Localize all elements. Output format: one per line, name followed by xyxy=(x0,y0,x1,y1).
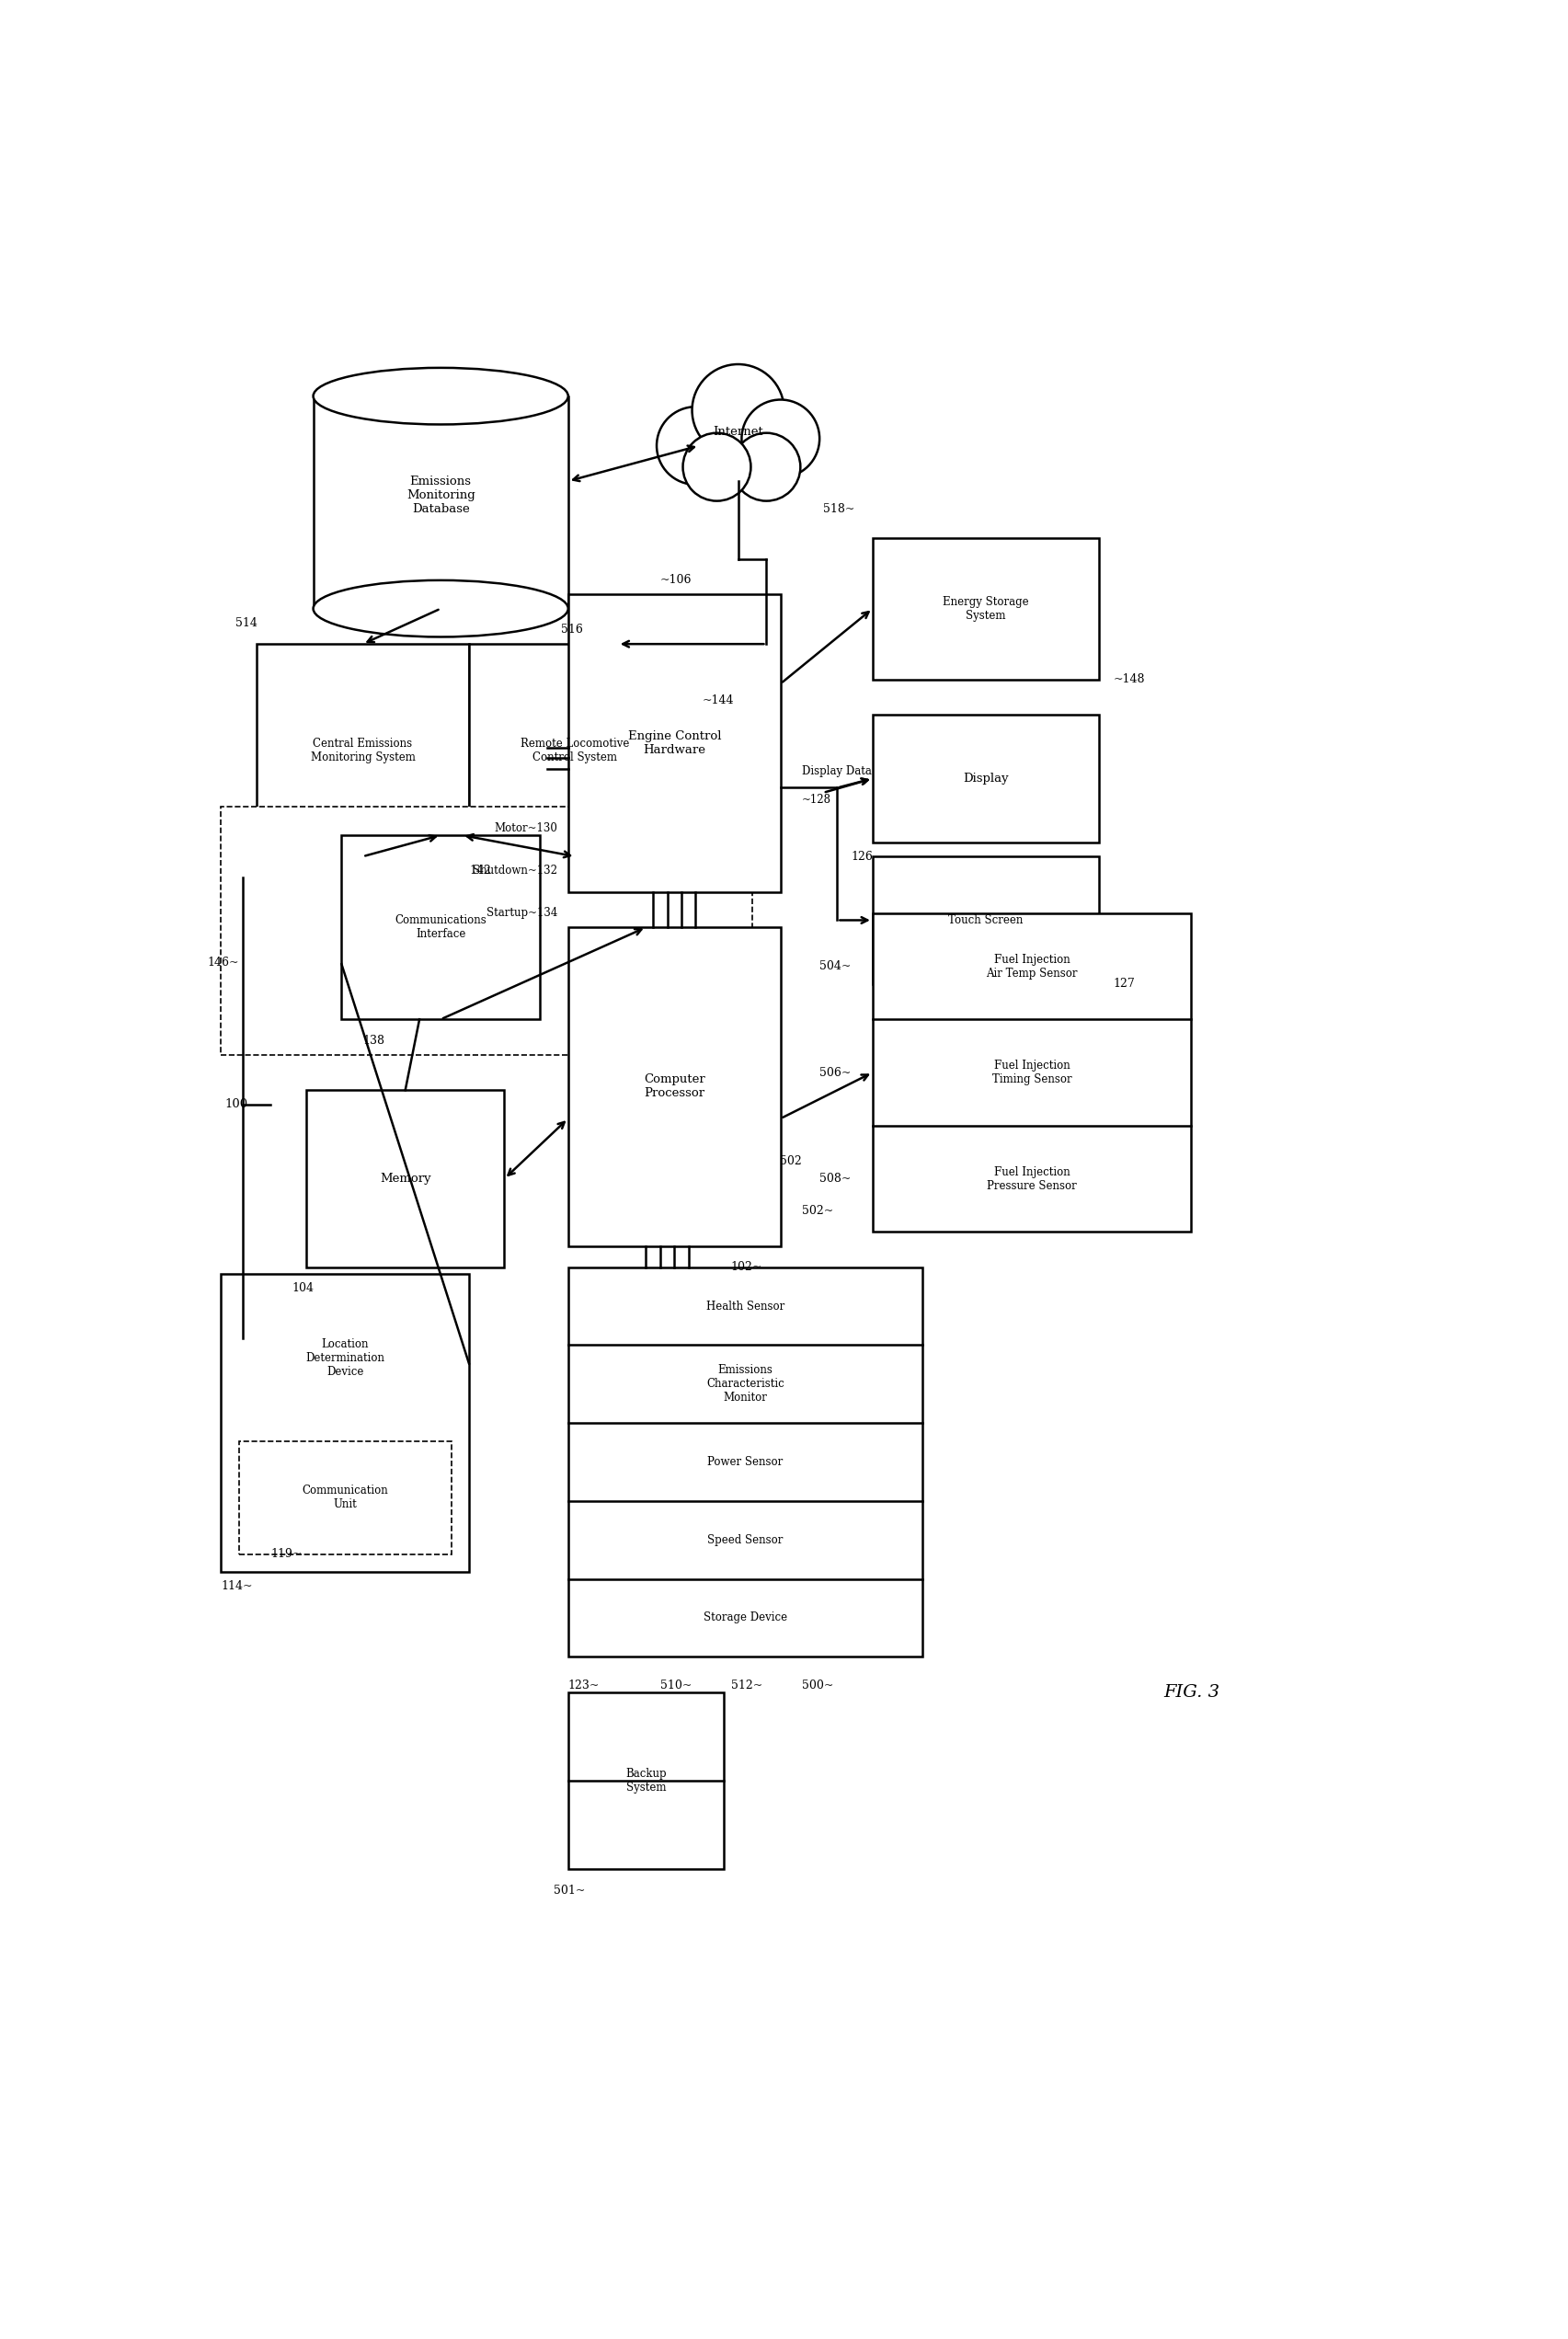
Text: Engine Control
Hardware: Engine Control Hardware xyxy=(627,730,721,755)
Text: ~128: ~128 xyxy=(801,793,831,807)
Text: 142: 142 xyxy=(469,865,491,877)
Text: Speed Sensor: Speed Sensor xyxy=(707,1534,782,1546)
Bar xyxy=(568,926,781,1247)
Text: 138: 138 xyxy=(362,1034,384,1046)
Bar xyxy=(469,643,682,856)
Circle shape xyxy=(691,365,784,456)
Circle shape xyxy=(657,407,734,484)
Bar xyxy=(873,716,1099,842)
Bar xyxy=(342,835,539,1020)
Bar xyxy=(873,912,1192,1233)
Text: Computer
Processor: Computer Processor xyxy=(644,1074,706,1099)
Bar xyxy=(568,594,781,891)
Bar xyxy=(873,538,1099,678)
Text: Health Sensor: Health Sensor xyxy=(706,1300,784,1312)
Text: 510~: 510~ xyxy=(660,1679,691,1691)
Circle shape xyxy=(682,433,751,501)
Ellipse shape xyxy=(314,367,568,423)
Text: Fuel Injection
Timing Sensor: Fuel Injection Timing Sensor xyxy=(993,1060,1073,1085)
Ellipse shape xyxy=(314,580,568,636)
Bar xyxy=(568,1691,724,1869)
Text: 508~: 508~ xyxy=(820,1172,851,1184)
Text: 127: 127 xyxy=(1113,978,1135,989)
Text: Fuel Injection
Air Temp Sensor: Fuel Injection Air Temp Sensor xyxy=(986,954,1077,980)
Text: Startup~134: Startup~134 xyxy=(486,908,558,919)
Bar xyxy=(221,1275,469,1572)
Text: Location
Determination
Device: Location Determination Device xyxy=(306,1338,384,1378)
Text: 123~: 123~ xyxy=(568,1679,599,1691)
Text: Backup
System: Backup System xyxy=(626,1768,666,1794)
Text: ~148: ~148 xyxy=(1113,674,1145,685)
Circle shape xyxy=(742,400,820,477)
Bar xyxy=(873,856,1099,985)
Text: 126: 126 xyxy=(851,851,873,863)
Text: 114~: 114~ xyxy=(221,1579,252,1593)
Text: Fuel Injection
Pressure Sensor: Fuel Injection Pressure Sensor xyxy=(986,1165,1077,1191)
Text: Display Data: Display Data xyxy=(801,765,872,777)
Text: Emissions
Characteristic
Monitor: Emissions Characteristic Monitor xyxy=(706,1364,784,1403)
Text: Emissions
Monitoring
Database: Emissions Monitoring Database xyxy=(406,475,475,515)
Text: 502: 502 xyxy=(779,1155,801,1167)
Text: 518~: 518~ xyxy=(823,503,855,515)
Text: 500~: 500~ xyxy=(801,1679,834,1691)
Text: 119~: 119~ xyxy=(271,1548,303,1560)
Text: Memory: Memory xyxy=(379,1172,431,1184)
Text: Central Emissions
Monitoring System: Central Emissions Monitoring System xyxy=(310,737,416,763)
Text: Touch Screen: Touch Screen xyxy=(949,915,1024,926)
Text: ~106: ~106 xyxy=(660,575,691,587)
Bar xyxy=(306,1090,505,1268)
Text: 504~: 504~ xyxy=(820,961,851,973)
Text: 146~: 146~ xyxy=(207,957,238,968)
Circle shape xyxy=(732,433,800,501)
Text: 102~: 102~ xyxy=(731,1261,762,1272)
Text: Storage Device: Storage Device xyxy=(704,1612,787,1623)
Bar xyxy=(568,1268,922,1656)
Text: 502~: 502~ xyxy=(801,1205,833,1216)
Bar xyxy=(314,395,568,608)
Text: 104: 104 xyxy=(292,1282,314,1293)
Text: Communication
Unit: Communication Unit xyxy=(303,1485,389,1511)
Text: 512~: 512~ xyxy=(731,1679,762,1691)
Bar xyxy=(257,643,469,856)
Text: Remote Locomotive
Control System: Remote Locomotive Control System xyxy=(521,737,630,763)
Text: Shutdown~132: Shutdown~132 xyxy=(474,865,558,877)
Bar xyxy=(221,807,753,1055)
Text: FIG. 3: FIG. 3 xyxy=(1163,1684,1220,1700)
Text: 501~: 501~ xyxy=(554,1885,585,1897)
Text: Power Sensor: Power Sensor xyxy=(707,1457,782,1469)
Text: Energy Storage
System: Energy Storage System xyxy=(942,596,1029,622)
Text: 100: 100 xyxy=(224,1099,248,1111)
Text: 514: 514 xyxy=(235,617,257,629)
Text: Display: Display xyxy=(963,772,1008,784)
Text: Communications
Interface: Communications Interface xyxy=(395,915,486,940)
Text: Internet: Internet xyxy=(713,426,764,437)
Text: 506~: 506~ xyxy=(820,1067,851,1078)
Text: ~144: ~144 xyxy=(702,695,734,706)
Text: 516: 516 xyxy=(561,625,583,636)
Text: Motor~130: Motor~130 xyxy=(494,823,558,835)
Bar xyxy=(238,1441,452,1553)
